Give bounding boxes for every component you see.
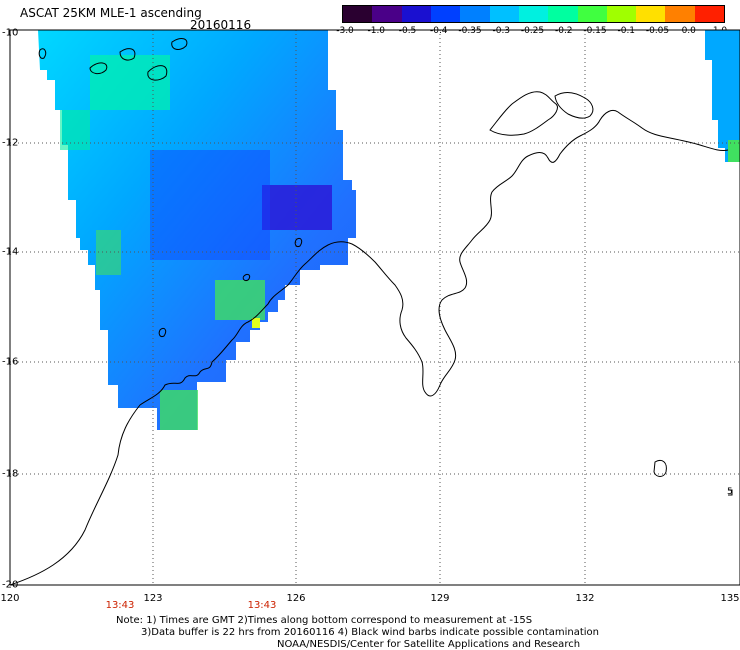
colorbar-swatch (401, 6, 431, 22)
swath-green-band (96, 230, 121, 275)
colorbar-label: -3.0 (336, 26, 354, 36)
lat-label-20: -20 (2, 579, 19, 591)
lat-label-18: -18 (2, 468, 19, 480)
lat-label-14: -14 (2, 246, 19, 258)
coast-east-edge (728, 489, 733, 496)
colorbar-swatch (489, 6, 519, 22)
gridlines (10, 30, 740, 585)
coastline (9, 91, 733, 586)
colorbar-label: -0.1 (617, 26, 636, 36)
swath-east (705, 30, 740, 162)
colorbar-swatch (665, 6, 695, 22)
product-date: 20160116 (190, 18, 252, 32)
lon-label-129: 129 (430, 593, 450, 604)
colorbar-swatch (694, 6, 725, 22)
coast-groote-island (653, 459, 667, 477)
lat-label-12: -12 (2, 137, 19, 149)
islands (38, 38, 303, 337)
colorbar-label: -0.05 (645, 26, 670, 36)
colorbar-swatch (518, 6, 549, 22)
lon-label-126: 126 (286, 593, 306, 604)
colorbar-swatch (343, 6, 373, 22)
lat-label-16: -16 (2, 356, 19, 368)
edge-marker: 5 (727, 487, 733, 497)
pass-time-west: 13:43 (105, 600, 135, 611)
colorbar-label: -0.3 (492, 26, 511, 36)
colorbar-label: -1.0 (367, 26, 386, 36)
note-line-2: 3)Data buffer is 22 hrs from 20160116 4)… (141, 627, 599, 638)
colorbar-label: 0.0 (681, 26, 696, 36)
lat-label-10: -10 (2, 27, 19, 39)
colorbar (342, 5, 725, 23)
note-line-1: Note: 1) Times are GMT 2)Times along bot… (116, 615, 533, 626)
colorbar-swatch (460, 6, 490, 22)
colorbar-label: -0.15 (583, 26, 607, 36)
swath-green-coast (215, 280, 265, 320)
wind-data-swath (38, 30, 740, 430)
colorbar-label: -0.5 (398, 26, 417, 36)
product-title: ASCAT 25KM MLE-1 ascending (20, 6, 202, 20)
colorbar-swatch (430, 6, 461, 22)
coast-melville-tip (554, 91, 594, 119)
lon-label-120: 120 (0, 593, 20, 604)
colorbar-label: -0.2 (554, 26, 573, 36)
note-line-3: NOAA/NESDIS/Center for Satellite Applica… (277, 639, 581, 650)
map-frame (9, 29, 740, 586)
colorbar-swatch (606, 6, 637, 22)
colorbar-swatch (372, 6, 402, 22)
colorbar-label: -0.4 (429, 26, 448, 36)
pass-time-east: 13:43 (247, 600, 277, 611)
colorbar-swatch (577, 6, 607, 22)
coast-kimberley (9, 109, 729, 586)
colorbar-swatch (636, 6, 666, 22)
swath-yellow-spot (252, 318, 260, 328)
swath-green-south (160, 390, 198, 430)
colorbar-swatch (548, 6, 578, 22)
lon-label-132: 132 (575, 593, 595, 604)
swath-east-green (728, 140, 740, 162)
swath-green-west (60, 110, 90, 150)
lon-label-123: 123 (143, 593, 163, 604)
coast-cobourg (489, 91, 558, 136)
swath-main (38, 30, 356, 430)
swath-mid-blue (150, 150, 270, 260)
swath-dark-blue (262, 185, 332, 230)
colorbar-label: -0.25 (520, 26, 545, 36)
lon-label-135: 135 (720, 593, 740, 604)
colorbar-label: -0.35 (458, 26, 482, 36)
swath-green-north (90, 55, 170, 110)
